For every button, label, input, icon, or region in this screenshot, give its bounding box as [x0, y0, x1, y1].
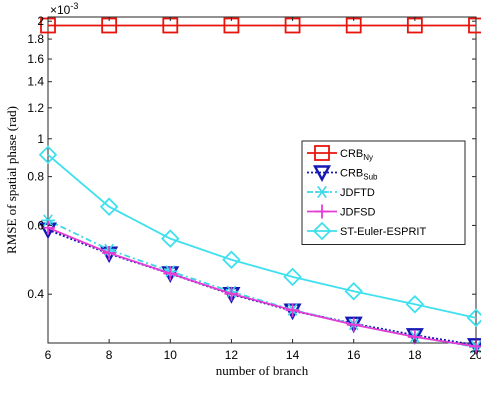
series-layer — [38, 17, 481, 355]
data-point — [312, 221, 332, 241]
y-exponent-base: ×10 — [50, 3, 71, 17]
y-exponent-label: ×10-3 — [50, 1, 78, 17]
y-tick-label: 0.4 — [27, 287, 44, 301]
data-point — [283, 267, 302, 287]
y-tick-label: 0.6 — [27, 218, 44, 232]
y-tick-label: 1.6 — [27, 52, 44, 66]
legend-entry: CRBSub — [307, 165, 378, 183]
data-point — [466, 308, 481, 328]
data-point — [102, 245, 117, 260]
x-tick-label: 6 — [45, 348, 52, 362]
data-point — [344, 281, 363, 301]
data-point — [99, 197, 119, 216]
data-point — [41, 214, 55, 227]
series-4 — [38, 145, 481, 328]
series-line — [47, 154, 477, 319]
data-point — [38, 145, 58, 165]
legend-label: CRBSub — [340, 168, 378, 182]
legend-entry: JDFTD — [307, 185, 375, 199]
legend-label: JDFSD — [340, 207, 376, 219]
data-point — [222, 250, 241, 270]
x-tick-label: 14 — [286, 348, 300, 362]
data-point — [346, 317, 361, 332]
data-point — [224, 286, 239, 301]
data-point — [405, 294, 425, 314]
x-axis-label: number of branch — [216, 363, 309, 378]
data-point — [285, 303, 300, 318]
legend-label-name: CRB — [340, 148, 363, 160]
x-tick-label: 20 — [469, 348, 481, 362]
legend-label-subscript: Sub — [363, 173, 378, 182]
y-exponent-power: -3 — [70, 1, 78, 11]
data-point-stroke — [43, 214, 53, 227]
series-line — [47, 226, 477, 348]
data-point — [315, 185, 329, 199]
legend-entry: ST-Euler-ESPRIT — [307, 221, 426, 241]
data-point — [314, 145, 330, 161]
y-tick-label: 1 — [37, 132, 44, 146]
legend-label-name: CRB — [340, 168, 363, 180]
y-tick-label: 1.4 — [27, 75, 44, 89]
x-tick-label: 16 — [347, 348, 361, 362]
y-tick-label: 0.8 — [27, 170, 44, 184]
y-tick-label: 1.8 — [27, 32, 44, 46]
legend-label-name: JDFSD — [340, 207, 376, 219]
data-point-stroke — [317, 185, 327, 199]
y-tick-label: 2 — [37, 14, 44, 28]
data-point — [161, 229, 180, 248]
legend-label: CRBNy — [340, 148, 373, 162]
legend-label-subscript: Ny — [363, 153, 373, 162]
y-axis-label: RMSE of spatial phase (rad) — [4, 106, 19, 254]
legend-entry: JDFSD — [307, 204, 376, 219]
series-line — [47, 219, 477, 348]
legend-label-name: ST-Euler-ESPRIT — [340, 226, 426, 238]
axes: 6 8 10 12 14 16 18 20 0.4 0.6 0.8 1 1.2 1.4 1.6 1.8 2 ×10… — [4, 1, 481, 378]
x-tick-label: 8 — [106, 348, 113, 362]
legend-label: JDFTD — [340, 187, 375, 199]
legend-label: ST-Euler-ESPRIT — [340, 226, 426, 238]
data-point — [41, 220, 55, 235]
y-tick-label: 1.2 — [27, 101, 44, 115]
data-point — [315, 204, 329, 219]
data-point — [312, 165, 332, 183]
legend-label-name: JDFTD — [340, 187, 375, 199]
data-point — [163, 266, 178, 281]
x-tick-label: 18 — [408, 348, 422, 362]
x-tick-label: 10 — [164, 348, 178, 362]
legend-entry: CRBNy — [307, 145, 373, 162]
x-tick-label: 12 — [225, 348, 239, 362]
